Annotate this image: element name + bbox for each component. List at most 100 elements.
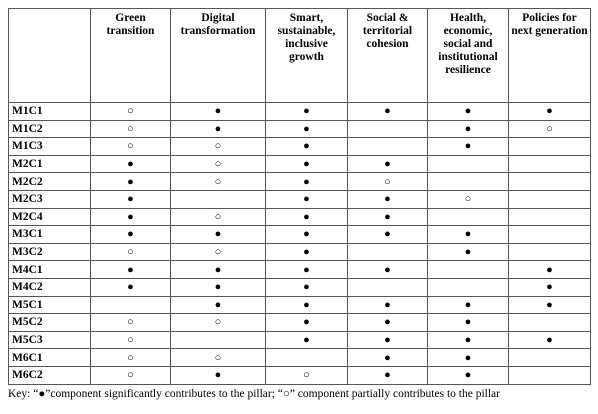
symbol-cell: ● xyxy=(170,225,266,244)
row-label: M2C3 xyxy=(8,189,91,209)
symbol-cell: ○ xyxy=(90,242,171,262)
symbol-cell: ● xyxy=(347,154,428,174)
symbol-cell: ○ xyxy=(170,207,266,227)
symbol-cell: ● xyxy=(90,189,171,209)
empty-cell xyxy=(347,242,428,262)
table-row: M4C2 ● ● ● ● xyxy=(8,277,591,297)
symbol-cell: ● xyxy=(347,330,428,350)
symbol-cell: ● xyxy=(427,242,509,262)
symbol-cell: ● xyxy=(90,225,171,244)
symbol-cell: ○ xyxy=(170,313,266,332)
table-row: M1C1 ○ ● ● ● ● ● xyxy=(8,102,591,121)
empty-cell xyxy=(427,260,509,279)
empty-cell xyxy=(90,295,171,315)
symbol-cell: ● xyxy=(90,172,171,191)
symbol-cell: ● xyxy=(90,154,171,174)
empty-cell xyxy=(508,137,591,156)
table-row: M4C1 ● ● ● ● ● xyxy=(8,260,591,279)
symbol-cell: ● xyxy=(347,348,428,367)
symbol-cell: ○ xyxy=(90,119,171,139)
empty-cell xyxy=(508,225,591,244)
symbol-cell: ● xyxy=(427,348,509,367)
symbol-cell: ○ xyxy=(90,102,171,121)
symbol-cell: ○ xyxy=(265,365,348,385)
empty-cell xyxy=(427,172,509,191)
symbol-cell: ● xyxy=(427,102,509,121)
symbol-cell: ● xyxy=(347,260,428,279)
symbol-cell: ● xyxy=(265,295,348,315)
row-label: M1C1 xyxy=(8,102,91,121)
row-label: M6C1 xyxy=(8,348,91,367)
row-label: M5C2 xyxy=(8,313,91,332)
row-label: M1C3 xyxy=(8,137,91,156)
row-label: M4C2 xyxy=(8,277,91,297)
empty-cell xyxy=(508,189,591,209)
symbol-cell: ○ xyxy=(90,313,171,332)
symbol-cell: ● xyxy=(427,295,509,315)
symbol-cell: ● xyxy=(508,277,591,297)
row-label: M2C2 xyxy=(8,172,91,191)
symbol-cell: ● xyxy=(170,260,266,279)
corner-cell xyxy=(8,8,91,103)
empty-cell xyxy=(508,172,591,191)
symbol-cell: ○ xyxy=(427,189,509,209)
row-label: M3C1 xyxy=(8,225,91,244)
symbol-cell: ○ xyxy=(170,154,266,174)
row-label: M1C2 xyxy=(8,119,91,139)
symbol-cell: ● xyxy=(90,207,171,227)
empty-cell xyxy=(347,119,428,139)
row-label: M6C2 xyxy=(8,365,91,385)
table-row: M1C3 ○ ○ ● ● xyxy=(8,137,591,156)
document: Green transition Digital transformation Sm… xyxy=(8,8,591,400)
symbol-cell: ○ xyxy=(170,242,266,262)
symbol-cell: ● xyxy=(508,260,591,279)
symbol-cell: ● xyxy=(265,154,348,174)
table-row: M2C1 ● ○ ● ● xyxy=(8,154,591,174)
symbol-cell: ○ xyxy=(90,137,171,156)
empty-cell xyxy=(508,154,591,174)
symbol-cell: ○ xyxy=(90,365,171,385)
table-row: M2C4 ● ○ ● ● xyxy=(8,207,591,227)
symbol-cell: ● xyxy=(265,242,348,262)
symbol-cell: ● xyxy=(90,277,171,297)
symbol-cell: ● xyxy=(265,207,348,227)
row-label: M2C1 xyxy=(8,154,91,174)
symbol-cell: ● xyxy=(347,295,428,315)
symbol-cell: ● xyxy=(265,102,348,121)
symbol-cell: ● xyxy=(347,102,428,121)
column-header: Social & territorial cohesion xyxy=(347,8,428,103)
column-header: Digital transformation xyxy=(170,8,266,103)
symbol-cell: ● xyxy=(508,102,591,121)
symbol-cell: ○ xyxy=(90,348,171,367)
symbol-cell: ● xyxy=(347,365,428,385)
column-header: Green transition xyxy=(90,8,171,103)
symbol-cell: ● xyxy=(427,313,509,332)
column-header: Health, economic, social and institution… xyxy=(427,8,509,103)
key-note: Key: “●”component significantly contribu… xyxy=(8,387,500,400)
symbol-cell: ● xyxy=(170,365,266,385)
symbol-cell: ● xyxy=(265,225,348,244)
table-row: M3C1 ● ● ● ● ● xyxy=(8,225,591,244)
symbol-cell: ● xyxy=(265,137,348,156)
symbol-cell: ● xyxy=(347,207,428,227)
symbol-cell: ● xyxy=(508,295,591,315)
empty-cell xyxy=(170,330,266,350)
table-body: M1C1 ○ ● ● ● ● ● M1C2 ○ ● ● ● ○ M1C3 ○ ○ ● ● M2C1 ● ○ ● ● M2C2 ●… xyxy=(8,102,591,385)
symbol-cell: ● xyxy=(347,189,428,209)
table-row: M1C2 ○ ● ● ● ○ xyxy=(8,119,591,139)
empty-cell xyxy=(265,348,348,367)
column-header: Smart, sustainable, inclusive growth xyxy=(265,8,348,103)
symbol-cell: ● xyxy=(265,277,348,297)
column-header: Policies for next generation xyxy=(508,8,591,103)
symbol-cell: ○ xyxy=(508,119,591,139)
symbol-cell: ● xyxy=(265,119,348,139)
row-label: M5C3 xyxy=(8,330,91,350)
symbol-cell: ● xyxy=(427,330,509,350)
symbol-cell: ● xyxy=(427,119,509,139)
symbol-cell: ○ xyxy=(170,348,266,367)
symbol-cell: ● xyxy=(265,172,348,191)
symbol-cell: ● xyxy=(427,225,509,244)
empty-cell xyxy=(508,365,591,385)
symbol-cell: ○ xyxy=(90,330,171,350)
symbol-cell: ● xyxy=(265,330,348,350)
